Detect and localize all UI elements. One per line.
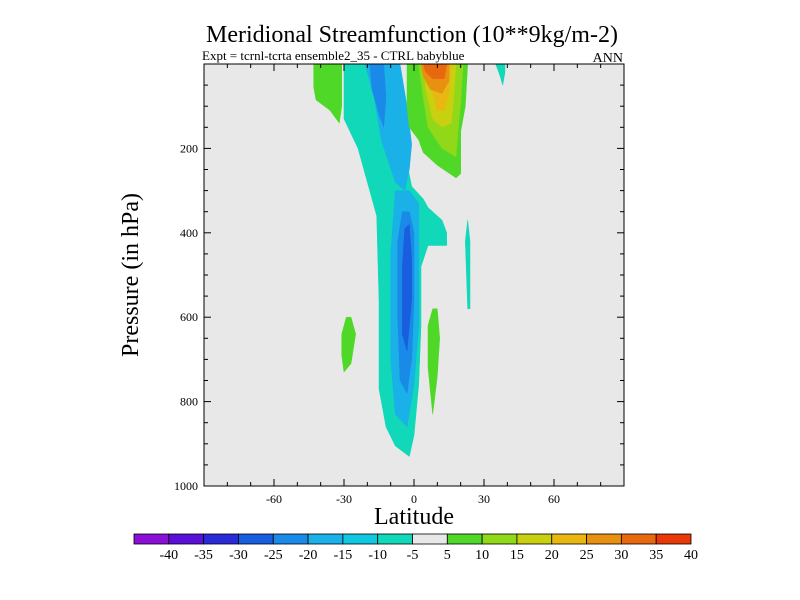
- y-tick-labels: 200 400 600 800 1000: [174, 141, 198, 493]
- plot-area: -60 -30 0 30 60 200 400 600 800 1000: [174, 63, 625, 506]
- x-axis-label: Latitude: [374, 504, 454, 530]
- y-tick-label: 800: [180, 395, 198, 409]
- y-tick-label: 200: [180, 141, 198, 155]
- x-tick-label: -60: [266, 492, 282, 506]
- contour-sh-lower-green: [341, 316, 356, 373]
- colorbar-swatch: [307, 533, 344, 545]
- colorbar-label: -25: [264, 548, 283, 563]
- y-tick-label: 600: [180, 310, 198, 324]
- colorbar-label: -15: [334, 548, 353, 563]
- colorbar-swatch: [342, 533, 379, 545]
- colorbar-label: 20: [545, 548, 559, 563]
- colorbar-swatch: [446, 533, 483, 545]
- season-label: ANN: [593, 51, 623, 66]
- colorbar-swatch: [655, 533, 692, 545]
- colorbar-label: -30: [229, 548, 248, 563]
- y-tick-label: 400: [180, 226, 198, 240]
- contour-nh-thin-teal: [465, 220, 471, 310]
- colorbar-swatch: [620, 533, 657, 545]
- colorbar-label: -40: [159, 548, 178, 563]
- colorbar-swatch: [481, 533, 518, 545]
- x-tick-labels: -60 -30 0 30 60: [266, 492, 560, 506]
- colorbar-label: 25: [580, 548, 594, 563]
- colorbar-label: 40: [684, 548, 698, 563]
- colorbar-label: 30: [614, 548, 628, 563]
- x-tick-label: 30: [478, 492, 490, 506]
- contour-negative-core-inner: [402, 223, 412, 352]
- chart-subtitle: Expt = tcrnl-tcrta ensemble2_35 - CTRL b…: [202, 48, 465, 63]
- y-tick-label: 1000: [174, 479, 198, 493]
- colorbar-swatch: [551, 533, 587, 545]
- colorbar-label: -20: [299, 548, 318, 563]
- x-tick-label: 0: [411, 492, 417, 506]
- colorbar-swatch: [238, 533, 274, 545]
- colorbar-label: 35: [649, 548, 663, 563]
- colorbar-swatch: [516, 533, 553, 545]
- colorbar-swatch: [133, 533, 170, 545]
- colorbar-label: 10: [475, 548, 489, 563]
- contour-nh-lower-green: [427, 308, 440, 415]
- y-axis-label: Pressure (in hPa): [118, 193, 144, 357]
- axis-ticks: [203, 63, 625, 487]
- chart-title: Meridional Streamfunction (10**9kg/m-2): [206, 22, 618, 48]
- x-tick-label: -30: [336, 492, 352, 506]
- contour-regions: [313, 63, 506, 457]
- x-tick-label: 60: [548, 492, 560, 506]
- colorbar-swatch: [203, 533, 239, 545]
- contour-sh-upper-green: [313, 63, 342, 124]
- colorbar-label: 15: [510, 548, 524, 563]
- colorbar: [133, 533, 692, 545]
- colorbar-swatch: [412, 533, 448, 545]
- colorbar-swatch: [272, 533, 309, 545]
- colorbar-swatch: [377, 533, 413, 545]
- colorbar-label: -10: [368, 548, 387, 563]
- colorbar-label: 5: [444, 548, 451, 563]
- colorbar-labels: -40 -35 -30 -25 -20 -15 -10 -5 5 10 15 20 25 30 35 40: [159, 548, 698, 563]
- colorbar-label: -5: [407, 548, 419, 563]
- colorbar-label: -35: [194, 548, 213, 563]
- colorbar-swatch: [168, 533, 205, 545]
- colorbar-swatch: [586, 533, 622, 545]
